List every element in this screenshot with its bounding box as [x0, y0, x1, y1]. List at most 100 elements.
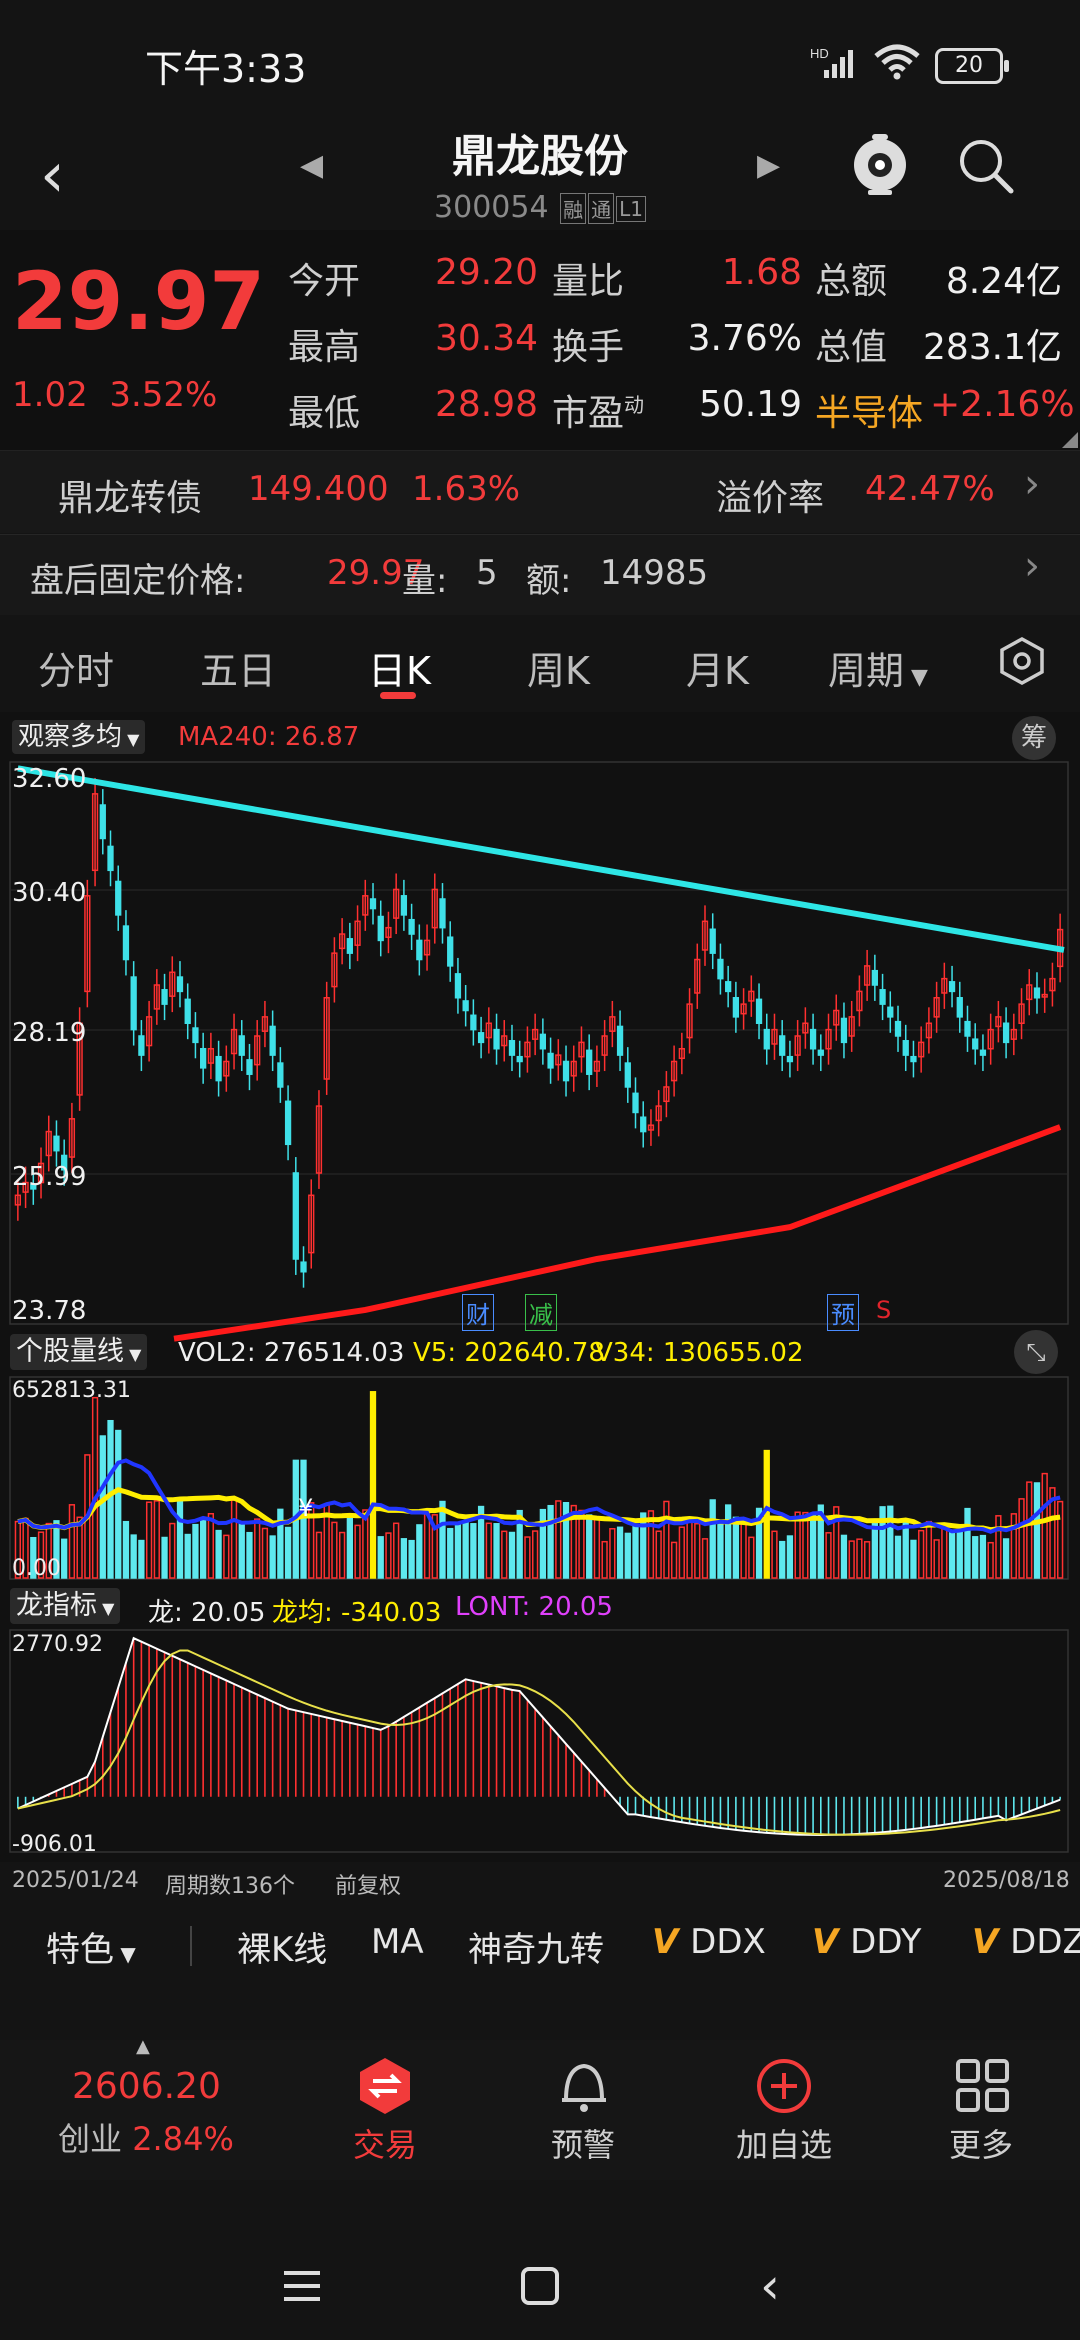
volume-bar — [338, 1531, 346, 1579]
search-icon[interactable] — [955, 135, 1015, 195]
nav-add-watch[interactable]: 加自选 — [735, 2126, 832, 2164]
assistant-robot-icon[interactable] — [850, 132, 910, 196]
bell-icon[interactable] — [556, 2056, 612, 2120]
trade-icon[interactable] — [355, 2056, 415, 2120]
candle-body — [377, 915, 384, 942]
quote-value-high: 30.34 — [434, 318, 538, 359]
feature-naked-k[interactable]: 裸K线 — [237, 1930, 328, 1970]
kline-chart[interactable] — [0, 712, 1080, 1862]
candle-body — [1041, 993, 1048, 998]
volume-bar — [76, 1516, 83, 1579]
volume-bar — [910, 1539, 917, 1579]
back-button[interactable]: ‹ — [40, 138, 65, 211]
volume-indicator-selector[interactable]: 个股量线 ▼ — [10, 1334, 148, 1370]
tab-period[interactable]: 周期 ▼ — [828, 640, 928, 695]
volume-bar — [562, 1502, 570, 1579]
candle-body — [254, 1035, 261, 1066]
candle-body — [894, 1020, 902, 1037]
settings-hex-icon[interactable] — [997, 636, 1047, 690]
after-hours-amt-label: 额: — [526, 561, 572, 601]
tab-5day[interactable]: 五日 — [200, 649, 277, 693]
chip-button[interactable]: 筹 — [1012, 716, 1056, 760]
menu-icon[interactable] — [280, 2268, 324, 2308]
event-mark-reduce[interactable]: 减 — [525, 1294, 557, 1331]
candle-body — [956, 997, 963, 1018]
y-tick: 25.99 — [12, 1162, 87, 1192]
candle-body — [416, 939, 423, 961]
next-stock-button[interactable]: ▶ — [757, 148, 781, 183]
adjust-mode[interactable]: 前复权 — [335, 1874, 402, 1899]
feature-selector[interactable]: 特色 ▼ — [46, 1922, 136, 1971]
quote-label-amount: 总额 — [815, 261, 888, 302]
main-indicator-selector[interactable]: 观察多均 ▼ — [12, 720, 146, 754]
expand-icon[interactable]: ⤡ — [1014, 1330, 1058, 1374]
volume-bar — [879, 1506, 886, 1579]
bond-name: 鼎龙转债 — [58, 478, 203, 519]
after-hours-row[interactable]: 盘后固定价格: 29.97 量: 5 额: 14985 › — [0, 534, 1080, 615]
tab-monthly-k[interactable]: 月K — [686, 649, 749, 693]
convertible-bond-row[interactable]: 鼎龙转债 149.400 1.63% 溢价率 42.47% › — [0, 450, 1080, 533]
feature-ddz[interactable]: V DDZ — [972, 1922, 1080, 1962]
volume-bar — [663, 1500, 670, 1579]
volume-bar — [501, 1530, 508, 1579]
sector-name[interactable]: 半导体 — [815, 393, 924, 434]
tab-daily-k[interactable]: 日K — [368, 649, 431, 693]
volume-bar — [192, 1523, 199, 1579]
candle-body — [431, 888, 438, 929]
candle-body — [501, 1035, 508, 1047]
event-mark-finance[interactable]: 财 — [462, 1294, 494, 1331]
volume-bar — [485, 1522, 492, 1579]
tag-connect: 通 — [588, 193, 615, 224]
volume-bar — [30, 1536, 37, 1579]
candle-body — [122, 925, 130, 961]
feature-ddx[interactable]: V DDX — [652, 1922, 766, 1962]
candle-body — [732, 997, 740, 1018]
battery-icon: 20 — [935, 48, 1009, 84]
expand-corner-icon[interactable] — [1062, 432, 1078, 448]
premium-label: 溢价率 — [716, 478, 825, 519]
volume-bar — [145, 1501, 153, 1579]
feature-nine-turn[interactable]: 神奇九转 — [468, 1930, 604, 1970]
volume-bar — [1049, 1487, 1056, 1579]
volume-bar — [1033, 1482, 1041, 1579]
event-mark-forecast[interactable]: 预 — [827, 1294, 859, 1331]
tab-weekly-k[interactable]: 周K — [527, 649, 590, 693]
grid-icon[interactable] — [955, 2058, 1011, 2118]
after-hours-price: 29.97 — [327, 553, 425, 593]
candle-body — [701, 920, 709, 951]
nav-more[interactable]: 更多 — [948, 2126, 1013, 2164]
index-value[interactable]: 2606.20 — [72, 2066, 221, 2107]
volume-bar — [802, 1511, 809, 1579]
prev-stock-button[interactable]: ◀ — [300, 148, 324, 183]
add-circle-icon[interactable] — [754, 2056, 814, 2120]
dropdown-icon: ▼ — [114, 1942, 136, 1966]
volume-bar — [377, 1536, 384, 1579]
bond-pct: 1.63% — [412, 469, 521, 509]
volume-bar — [817, 1504, 824, 1579]
candle-body — [284, 1100, 292, 1146]
chart-area[interactable]: 观察多均 ▼ MA240: 26.87 筹 32.60 30.40 28.19 … — [0, 712, 1080, 1862]
volume-bar — [771, 1530, 778, 1579]
start-date: 2025/01/24 — [12, 1868, 139, 1893]
volume-bar — [539, 1508, 547, 1579]
index-info[interactable]: 创业 2.84% — [58, 2114, 234, 2160]
home-icon[interactable] — [520, 2266, 560, 2310]
volume-bar — [1018, 1498, 1025, 1579]
index-name: 创业 — [58, 2120, 123, 2158]
dropdown-icon: ▼ — [97, 1599, 115, 1618]
dragon-indicator-selector[interactable]: 龙指标 ▼ — [10, 1588, 121, 1624]
feature-ma[interactable]: MA — [371, 1922, 424, 1962]
event-mark-s[interactable]: S — [876, 1296, 892, 1324]
clock: 下午3:33 — [145, 47, 307, 91]
candle-body — [516, 1055, 523, 1063]
candle-body — [238, 1035, 245, 1056]
candle-body — [632, 1092, 639, 1114]
nav-alert[interactable]: 预警 — [550, 2126, 615, 2164]
candle-body — [153, 984, 160, 1010]
tab-intraday[interactable]: 分时 — [38, 649, 115, 693]
volume-bar — [987, 1541, 994, 1579]
back-nav-icon[interactable]: ‹ — [760, 2257, 780, 2315]
nav-trade[interactable]: 交易 — [352, 2126, 417, 2164]
candle-body — [215, 1055, 222, 1082]
feature-ddy[interactable]: V DDY — [812, 1922, 921, 1962]
